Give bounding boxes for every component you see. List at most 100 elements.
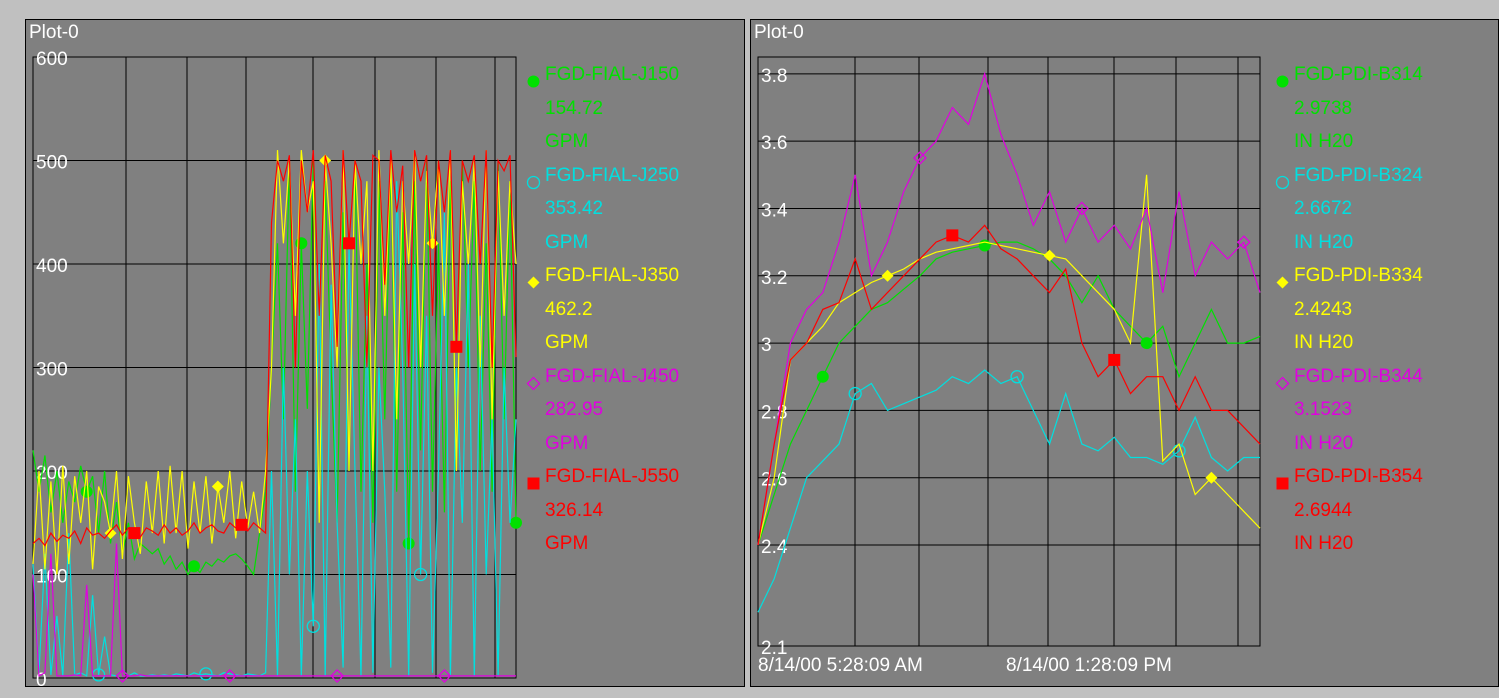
legend-entry: FGD-PDI-B354 2.6944 IN H20 [1275,460,1423,561]
plot-title: Plot-0 [754,22,804,43]
series-line-FGD-FIAL-J450 [32,543,516,677]
series-marker [450,340,463,353]
y-tick-label: 3.6 [761,133,787,154]
series-marker [1074,201,1089,216]
series-line-FGD-PDI-B334 [757,174,1261,546]
series-marker [402,537,415,550]
legend-name: FGD-FIAL-J250 [545,164,680,186]
legend-value: 2.6944 [1294,499,1353,521]
legend-marker-icon [526,369,541,390]
legend-value: 353.42 [545,198,604,219]
legend-value: 462.2 [545,298,593,320]
legend-value: 2.6672 [1294,198,1353,219]
legend-entry: FGD-FIAL-J550 326.14 GPM [526,460,679,561]
series-marker [1140,337,1153,350]
plot-area [757,56,1261,647]
legend-right: FGD-PDI-B314 2.9738 IN H20 FGD-PDI-B324 2.66… [1275,58,1423,561]
series-marker [913,151,927,165]
y-tick-label: 500 [36,153,68,174]
y-tick-label: 600 [36,49,68,70]
series-line-FGD-PDI-B324 [757,369,1260,613]
legend-name: FGD-FIAL-J350 [545,265,680,286]
plot-title: Plot-0 [29,22,79,43]
legend-unit: GPM [545,231,589,253]
legend-entry: FGD-PDI-B314 2.9738 IN H20 [1275,58,1423,159]
legend-value: 2.9738 [1294,97,1353,119]
legend-left: FGD-FIAL-J150 154.72 GPM FGD-FIAL-J250 353.4… [526,58,679,561]
series-marker [848,386,862,401]
series-marker [881,269,894,282]
legend-entry: FGD-PDI-B344 3.1523 IN H20 [1275,360,1423,461]
series-marker [330,669,345,683]
y-tick-label: 200 [36,463,68,484]
series-marker [306,619,320,633]
legend-marker-icon [1275,268,1290,289]
series-line-FGD-PDI-B314 [757,241,1261,546]
series-marker [946,229,959,242]
series-marker [1205,471,1218,484]
y-tick-label: 2.4 [761,537,788,558]
legend-marker-icon [1275,168,1290,189]
series-line-FGD-FIAL-J150 [32,160,517,577]
series-line-FGD-PDI-B344 [757,71,1261,546]
series-line-FGD-FIAL-J250 [32,181,517,677]
legend-marker-icon [526,268,541,289]
series-marker [816,370,829,383]
legend-unit: IN H20 [1294,432,1354,454]
series-marker [413,567,428,582]
legend-marker-icon [526,469,541,490]
series-marker [510,516,522,529]
legend-name: FGD-PDI-B354 [1294,466,1423,487]
legend-value: 326.14 [545,499,604,521]
legend-marker-icon [1275,67,1290,88]
legend-unit: IN H20 [1294,231,1354,253]
legend-name: FGD-PDI-B344 [1294,365,1423,387]
legend-unit: GPM [545,533,589,554]
series-line-FGD-FIAL-J350 [32,150,517,575]
y-tick-label: 3.8 [761,66,787,87]
line-chart-right[interactable]: 2.12.42.62.833.23.43.63.88/14/00 5:28:09… [751,20,1499,688]
legend-name: FGD-FIAL-J450 [545,365,680,387]
y-tick-label: 300 [36,360,68,381]
legend-unit: IN H20 [1294,131,1354,152]
legend-marker-icon [526,67,541,88]
y-tick-label: 0 [36,670,47,691]
y-tick-label: 3 [761,335,772,356]
y-tick-label: 2.1 [761,638,787,659]
legend-marker-icon [526,168,541,189]
series-marker [437,669,452,683]
legend-entry: FGD-FIAL-J150 154.72 GPM [526,58,679,159]
legend-entry: FGD-FIAL-J350 462.2 GPM [526,259,679,360]
series-marker [211,480,224,493]
series-line-FGD-FIAL-J550 [32,149,517,547]
x-tick-label: 8/14/00 1:28:09 PM [1006,655,1172,676]
series-line-FGD-PDI-B354 [757,224,1261,546]
series-marker [188,560,200,573]
legend-entry: FGD-FIAL-J250 353.42 GPM [526,159,679,260]
y-tick-label: 3.4 [761,200,788,221]
legend-name: FGD-PDI-B314 [1294,64,1423,85]
legend-name: FGD-PDI-B324 [1294,164,1423,186]
legend-entry: FGD-FIAL-J450 282.95 GPM [526,360,679,461]
y-tick-label: 3.2 [761,268,787,289]
x-tick-label: 8/14/00 5:28:09 AM [758,655,923,676]
series-marker [1010,370,1024,384]
legend-name: FGD-FIAL-J150 [545,64,680,85]
legend-value: 154.72 [545,97,604,119]
legend-value: 3.1523 [1294,399,1353,420]
legend-name: FGD-PDI-B334 [1294,265,1423,286]
y-tick-label: 400 [36,256,68,277]
plot-panel-left: Plot-0 0 100 200 300 400 500 600 FGD-FIAL-J150… [25,19,746,691]
legend-entry: FGD-PDI-B334 2.4243 IN H20 [1275,259,1423,360]
series-marker [978,239,991,252]
legend-name: FGD-FIAL-J550 [545,466,680,487]
series-marker [80,485,93,498]
legend-value: 282.95 [545,399,604,420]
series-marker [343,237,356,250]
legend-value: 2.4243 [1294,298,1353,320]
series-marker [222,669,237,683]
legend-unit: GPM [545,432,589,454]
series-marker [235,518,248,531]
series-marker [295,237,308,250]
